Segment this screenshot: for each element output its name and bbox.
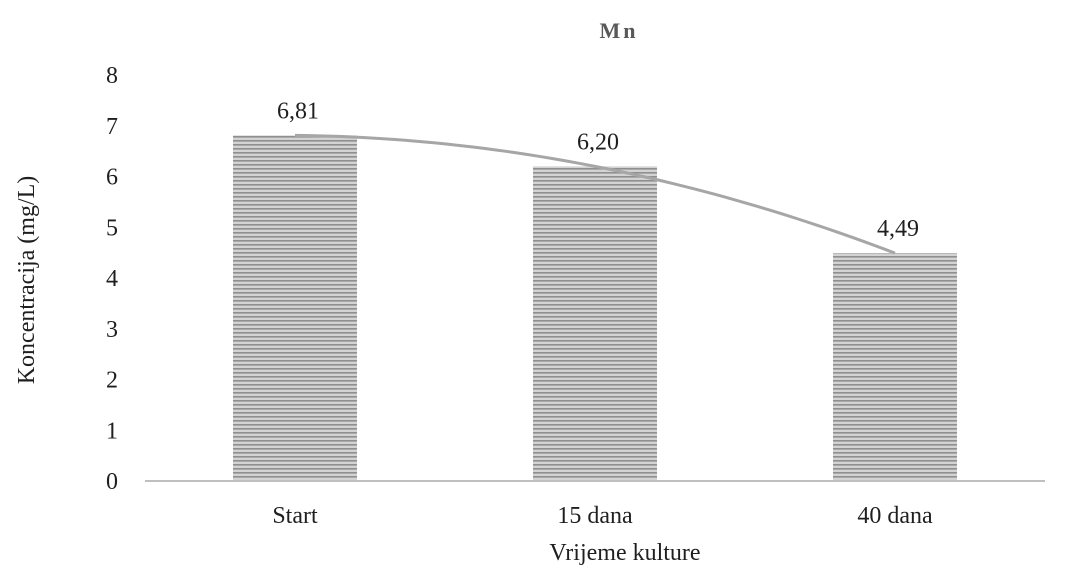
x-tick-label: 40 dana xyxy=(857,503,933,529)
y-tick-label: 3 xyxy=(106,317,118,343)
trend-line xyxy=(294,133,896,255)
bars xyxy=(233,135,957,481)
y-tick-label: 2 xyxy=(106,368,118,394)
data-label: 6,81 xyxy=(277,98,319,124)
y-tick-label: 1 xyxy=(106,418,118,444)
y-axis-ticks: 0 1 2 3 4 5 6 7 8 xyxy=(106,63,118,495)
bar xyxy=(233,135,357,481)
bar xyxy=(533,166,657,481)
y-tick-label: 8 xyxy=(106,63,118,89)
y-tick-label: 7 xyxy=(106,114,118,140)
x-axis-title: Vrijeme kulture xyxy=(549,540,700,566)
data-label: 6,20 xyxy=(577,129,619,155)
bar xyxy=(833,253,957,481)
chart-title: Mn xyxy=(600,18,639,43)
value-labels: 6,81 6,20 4,49 xyxy=(277,98,919,242)
y-axis-title: Koncentracija (mg/L) xyxy=(14,176,40,385)
y-tick-label: 6 xyxy=(106,165,118,191)
y-tick-label: 5 xyxy=(106,215,118,241)
x-tick-label: 15 dana xyxy=(557,503,633,529)
x-tick-label: Start xyxy=(272,503,318,529)
y-tick-label: 4 xyxy=(106,266,118,292)
data-label: 4,49 xyxy=(877,216,919,242)
y-tick-label: 0 xyxy=(106,469,118,495)
x-axis-categories: Start 15 dana 40 dana xyxy=(272,503,933,529)
